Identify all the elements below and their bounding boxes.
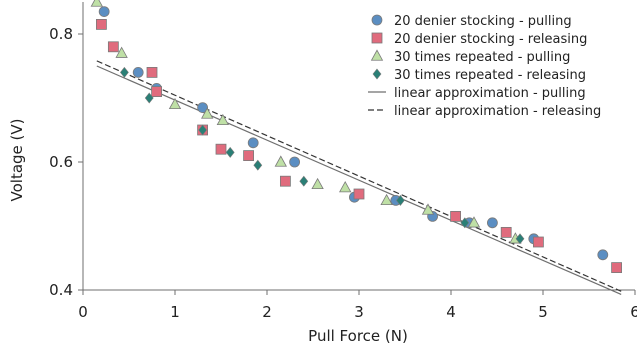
- y-tick-label: 0.6: [49, 153, 73, 171]
- x-tick-label: 2: [262, 303, 272, 321]
- data-point-3-5: [299, 175, 309, 187]
- data-point-0-0: [98, 6, 110, 18]
- x-tick-label: 3: [354, 303, 364, 321]
- data-point-0-5: [289, 156, 301, 168]
- x-tick-label: 4: [446, 303, 456, 321]
- data-point-2-4: [216, 113, 230, 126]
- ticks: 0 1 2 3 4 5 6 0.4 0.6 0.8: [49, 25, 637, 321]
- data-point-2-1: [115, 46, 128, 58]
- x-tick-label: 6: [630, 303, 637, 321]
- series-points: [90, 0, 622, 274]
- data-point-0-1: [132, 67, 144, 78]
- data-point-3-0: [120, 66, 129, 78]
- data-point-1-1: [107, 41, 119, 53]
- data-point-1-6: [243, 150, 255, 162]
- legend-label-5: linear approximation - releasing: [394, 104, 601, 119]
- legend-swatch-2: [370, 49, 384, 61]
- data-point-2-7: [339, 181, 352, 193]
- legend-swatch-1: [371, 32, 383, 44]
- legend-swatch-0: [371, 14, 383, 26]
- data-point-1-11: [533, 236, 544, 248]
- data-point-1-2: [146, 67, 158, 78]
- data-point-2-10: [467, 216, 481, 228]
- data-point-1-10: [500, 226, 512, 238]
- data-point-2-3: [201, 107, 214, 119]
- data-point-1-8: [353, 188, 365, 200]
- data-point-1-0: [96, 18, 107, 30]
- data-point-3-4: [253, 159, 263, 171]
- legend-label-0: 20 denier stocking - pulling: [394, 14, 572, 29]
- series-line-5: [96, 60, 622, 292]
- legend-label-3: 30 times repeated - releasing: [394, 68, 586, 83]
- data-point-3-3: [225, 146, 235, 158]
- x-tick-label: 1: [170, 303, 180, 321]
- series-lines: [96, 60, 622, 296]
- data-point-1-5: [215, 143, 227, 155]
- data-point-0-12: [597, 249, 609, 261]
- data-point-3-8: [515, 233, 525, 245]
- data-point-1-3: [151, 86, 163, 97]
- data-point-0-4: [247, 137, 259, 149]
- data-point-2-2: [168, 97, 182, 110]
- data-point-3-2: [198, 124, 207, 136]
- data-point-0-10: [486, 217, 498, 229]
- x-axis-label: Pull Force (N): [308, 327, 408, 345]
- legend: 20 denier stocking - pulling 20 denier st…: [368, 14, 601, 119]
- data-point-0-3: [197, 102, 209, 113]
- x-tick-label: 5: [538, 303, 548, 321]
- series-line-4: [96, 65, 622, 296]
- x-tick-label: 0: [78, 303, 88, 321]
- data-point-2-9: [421, 203, 435, 215]
- legend-label-1: 20 denier stocking - releasing: [394, 32, 587, 47]
- data-point-2-6: [311, 177, 324, 190]
- data-point-3-7: [460, 217, 470, 229]
- data-point-1-9: [450, 210, 462, 222]
- data-point-3-6: [396, 194, 405, 206]
- y-tick-label: 0.8: [49, 25, 73, 43]
- legend-label-4: linear approximation - pulling: [394, 86, 586, 101]
- y-tick-label: 0.4: [49, 281, 73, 299]
- data-point-2-8: [380, 193, 393, 206]
- y-axis-label: Voltage (V): [8, 119, 26, 202]
- data-point-1-12: [611, 262, 622, 274]
- legend-label-2: 30 times repeated - pulling: [394, 50, 570, 65]
- legend-swatch-3: [372, 68, 382, 80]
- data-point-1-7: [279, 175, 291, 187]
- data-point-2-5: [274, 155, 287, 167]
- data-point-2-0: [90, 0, 103, 7]
- data-point-3-1: [144, 92, 154, 104]
